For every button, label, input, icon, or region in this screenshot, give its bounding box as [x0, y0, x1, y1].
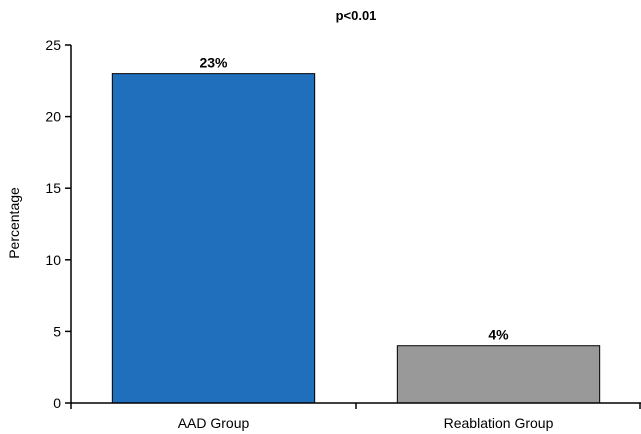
- bar-reablation-group: [396, 345, 601, 404]
- data-label: 4%: [488, 327, 509, 343]
- category-label: Reablation Group: [444, 415, 554, 431]
- y-tick-label: 20: [45, 109, 61, 125]
- y-axis-label: Percentage: [6, 187, 22, 259]
- bar-aad-group: [111, 73, 316, 404]
- y-tick-label: 15: [45, 180, 61, 196]
- x-axis: AAD Group Reablation Group: [70, 402, 641, 431]
- y-axis: 0 5 10 15 20 25: [45, 37, 72, 411]
- y-tick-label: 5: [53, 323, 61, 339]
- category-label: AAD Group: [178, 415, 250, 431]
- y-tick-label: 25: [45, 37, 61, 53]
- bars: 23% 4%: [111, 55, 601, 404]
- data-label: 23%: [199, 55, 228, 71]
- y-tick-label: 10: [45, 252, 61, 268]
- y-tick-label: 0: [53, 395, 61, 411]
- significance-annotation: p<0.01: [336, 8, 377, 23]
